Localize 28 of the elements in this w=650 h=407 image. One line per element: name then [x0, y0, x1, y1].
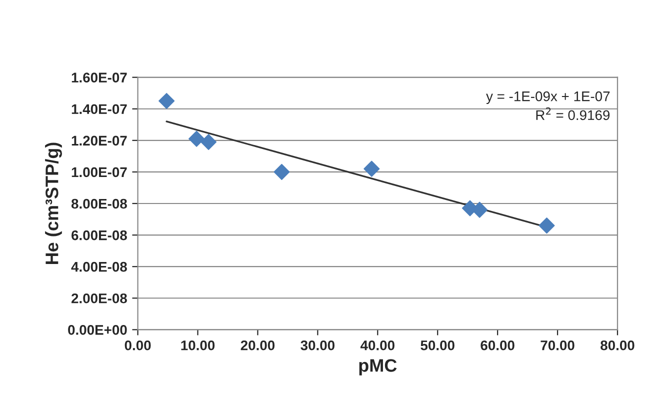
x-tick-label: 30.00: [300, 340, 334, 350]
y-axis-title: He (cm³STP/g): [45, 142, 62, 264]
x-axis-title: pMC: [359, 359, 397, 376]
x-tick-label: 40.00: [360, 340, 394, 350]
y-tick-label: 4.00E-08: [71, 262, 127, 272]
point: [364, 160, 380, 177]
y-tick-label: 6.00E-08: [72, 230, 127, 240]
annotation: R$^{2}$ = 0.9169: [536, 107, 610, 120]
annotation: y = -1E-09x + 1E-07: [486, 91, 610, 104]
x-tick-label: 0.00: [124, 340, 151, 350]
y-tick-label: 1.20E-07: [72, 136, 127, 146]
x-tick-label: 50.00: [420, 340, 454, 350]
x-tick-label: 60.00: [480, 340, 514, 350]
x-tick-label: 20.00: [240, 340, 275, 350]
x-tick-label: 80.00: [600, 340, 634, 350]
y-tick-label: 1.00E-07: [72, 167, 127, 178]
y-tick-label: 8.00E-08: [71, 198, 127, 209]
y-tick-label: 1.60E-07: [72, 72, 127, 82]
point: [200, 134, 217, 150]
x-tick-label: 70.00: [540, 340, 574, 350]
point: [274, 164, 290, 180]
y-tick-label: 1.40E-07: [72, 104, 127, 114]
point: [538, 218, 555, 234]
point: [158, 92, 175, 110]
y-tick-label: 0.00E+00: [68, 325, 127, 335]
x-tick-label: 10.00: [181, 340, 215, 350]
point: [188, 130, 205, 147]
y-tick-label: 2.00E-08: [72, 293, 127, 304]
